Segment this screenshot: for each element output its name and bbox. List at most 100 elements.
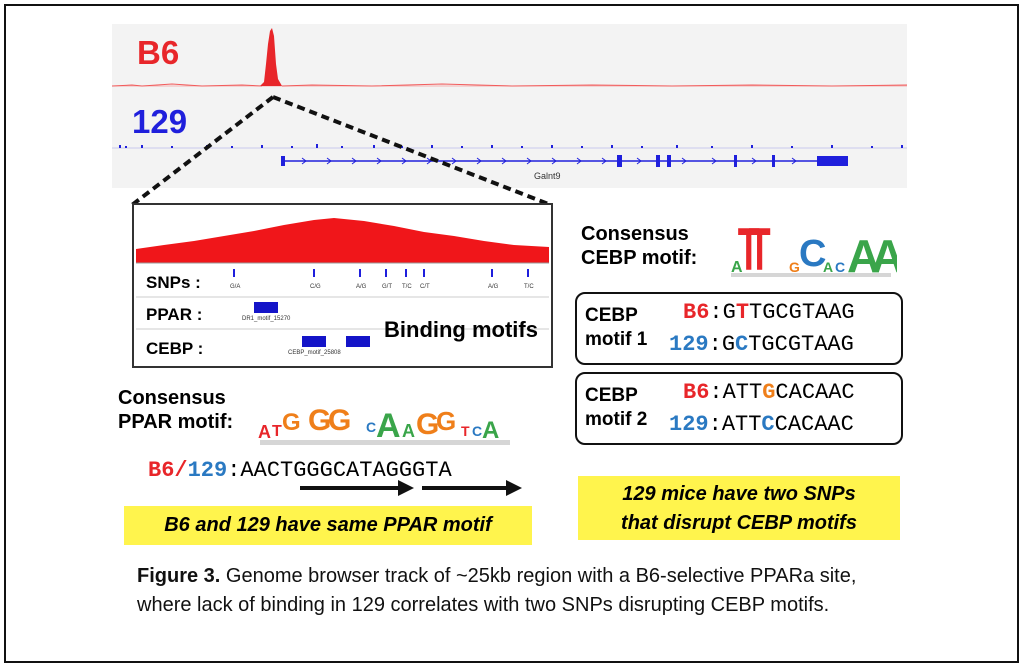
cebp-motif1-b6-seq: B6:GTTGCGTAAG bbox=[683, 300, 855, 325]
snp-allele: G/T bbox=[382, 284, 392, 290]
gene-label: Galnt9 bbox=[534, 171, 561, 181]
binding-coverage bbox=[136, 218, 549, 263]
strain-129: 129 bbox=[669, 332, 709, 357]
seq-colon: : bbox=[709, 380, 723, 405]
svg-text:T: T bbox=[749, 217, 771, 280]
svg-text:C: C bbox=[472, 423, 482, 439]
snp-allele: A/G bbox=[356, 284, 367, 290]
cebp-motif1-line2: motif 1 bbox=[585, 328, 648, 350]
cebp-motif-box bbox=[346, 336, 370, 347]
cebp-note-line1: 129 mice have two SNPs bbox=[622, 483, 856, 505]
cebp-consensus-label: Consensus CEBP motif: bbox=[581, 222, 697, 270]
svg-text:A: A bbox=[402, 421, 415, 441]
cebp-consensus-line2: CEBP motif: bbox=[581, 247, 698, 269]
svg-text:G: G bbox=[789, 259, 800, 275]
zoom-line-left bbox=[130, 95, 275, 207]
cebp-note: 129 mice have two SNPs that disrupt CEBP… bbox=[578, 476, 900, 540]
svg-text:T: T bbox=[272, 423, 282, 440]
snp-ticks bbox=[233, 269, 529, 277]
strain-b6: B6 bbox=[683, 300, 710, 325]
svg-text:A: A bbox=[731, 259, 743, 276]
ppar-consensus-label: Consensus PPAR motif: bbox=[118, 386, 233, 434]
ppar-note: B6 and 129 have same PPAR motif bbox=[124, 506, 532, 545]
ppar-consensus-line2: PPAR motif: bbox=[118, 411, 234, 433]
ppar-motif-tiny-label: DR1_motif_15270 bbox=[242, 316, 291, 322]
ppar-strain-129: 129 bbox=[187, 458, 228, 483]
svg-text:C: C bbox=[366, 419, 376, 435]
gene-exon bbox=[817, 156, 848, 166]
seq-colon: : bbox=[708, 332, 722, 357]
seq-colon: : bbox=[708, 412, 722, 437]
seq-prefix: ATT bbox=[721, 412, 762, 437]
snp-allele: C/T bbox=[420, 284, 430, 290]
snp-base-b6: G bbox=[762, 380, 776, 405]
svg-text:G: G bbox=[436, 406, 456, 436]
zoom-svg bbox=[136, 218, 549, 347]
binding-motifs-label: Binding motifs bbox=[384, 317, 538, 342]
snp-allele: G/A bbox=[230, 284, 241, 290]
gene-exon bbox=[656, 155, 660, 167]
b6-track-label: B6 bbox=[137, 34, 180, 71]
129-signal bbox=[119, 144, 903, 148]
cebp-motif2-box: CEBP motif 2 B6:ATTGCACAAC 129:ATTCCACAA… bbox=[575, 372, 903, 445]
ppar-strain-b6: B6 bbox=[148, 458, 175, 483]
gene-strand-arrows bbox=[301, 157, 797, 165]
gene-exon bbox=[667, 155, 671, 167]
b6-peak bbox=[260, 28, 282, 86]
svg-text:A: A bbox=[376, 407, 401, 445]
gene-exon bbox=[772, 155, 775, 167]
ppar-colon: : bbox=[227, 458, 241, 483]
cebp-motif2-line2: motif 2 bbox=[585, 408, 648, 430]
seq-prefix: G bbox=[722, 300, 736, 325]
ppar-sequence-logo: A T G G G C A A G G T C A bbox=[258, 404, 510, 445]
svg-text:T: T bbox=[738, 217, 760, 280]
seq-prefix: G bbox=[721, 332, 736, 357]
gene-exon bbox=[734, 155, 737, 167]
snp-allele: T/C bbox=[524, 284, 534, 290]
cebp-motif1-label: CEBP motif 1 bbox=[585, 304, 647, 352]
ppar-seq-text: AACTGGGCATAGGGTA bbox=[240, 458, 452, 483]
snps-row-label: SNPs : bbox=[146, 273, 201, 292]
zoomed-region-panel: SNPs : PPAR : CEBP : G/A C/G A/G G/T T/C… bbox=[132, 203, 553, 368]
zoom-line-right bbox=[272, 95, 552, 207]
svg-text:C: C bbox=[799, 233, 826, 275]
seq-colon: : bbox=[709, 300, 723, 325]
genome-browser-track: Galnt9 bbox=[112, 24, 907, 188]
svg-text:A: A bbox=[258, 422, 271, 442]
svg-text:G: G bbox=[308, 404, 331, 437]
strain-b6: B6 bbox=[683, 380, 710, 405]
cebp-motif2-129-seq: 129:ATTCCACAAC bbox=[669, 412, 854, 437]
seq-prefix: ATT bbox=[722, 380, 763, 405]
cebp-motif-tiny-label: CEBP_motif_25808 bbox=[288, 350, 341, 356]
snp-base-129: C bbox=[735, 332, 749, 357]
snp-allele: A/G bbox=[488, 284, 499, 290]
snp-allele: T/C bbox=[402, 284, 412, 290]
cebp-motif2-label: CEBP motif 2 bbox=[585, 384, 647, 432]
cebp-note-line2: that disrupt CEBP motifs bbox=[621, 512, 857, 534]
b6-signal-right bbox=[281, 83, 907, 87]
svg-text:A: A bbox=[847, 230, 880, 280]
svg-text:A: A bbox=[482, 417, 499, 444]
svg-text:T: T bbox=[461, 423, 470, 439]
svg-text:C: C bbox=[835, 259, 845, 275]
cebp-motif1-129-seq: 129:GCTGCGTAAG bbox=[669, 332, 854, 357]
strain-129: 129 bbox=[669, 412, 709, 437]
snp-base-b6: T bbox=[735, 300, 750, 325]
cebp-motif1-line1: CEBP bbox=[585, 305, 638, 326]
ppar-row-label: PPAR : bbox=[146, 305, 203, 324]
cebp-motif-box bbox=[302, 336, 326, 347]
seq-suffix: TGCGTAAG bbox=[748, 332, 854, 357]
seq-suffix: CACAAC bbox=[775, 380, 855, 405]
svg-text:G: G bbox=[282, 409, 301, 436]
cebp-row-label: CEBP : bbox=[146, 339, 204, 358]
ppar-sequence: B6/129:AACTGGGCATAGGGTA bbox=[148, 458, 452, 483]
snp-base-129: C bbox=[761, 412, 775, 437]
cebp-motif2-line1: CEBP bbox=[585, 385, 638, 406]
browser-tracks-svg bbox=[112, 28, 907, 167]
ppar-direct-repeat-arrows bbox=[300, 480, 522, 496]
ppar-motif-box bbox=[254, 302, 278, 313]
cebp-consensus-line1: Consensus bbox=[581, 223, 689, 245]
svg-text:G: G bbox=[328, 404, 351, 437]
seq-suffix: TGCGTAAG bbox=[749, 300, 855, 325]
